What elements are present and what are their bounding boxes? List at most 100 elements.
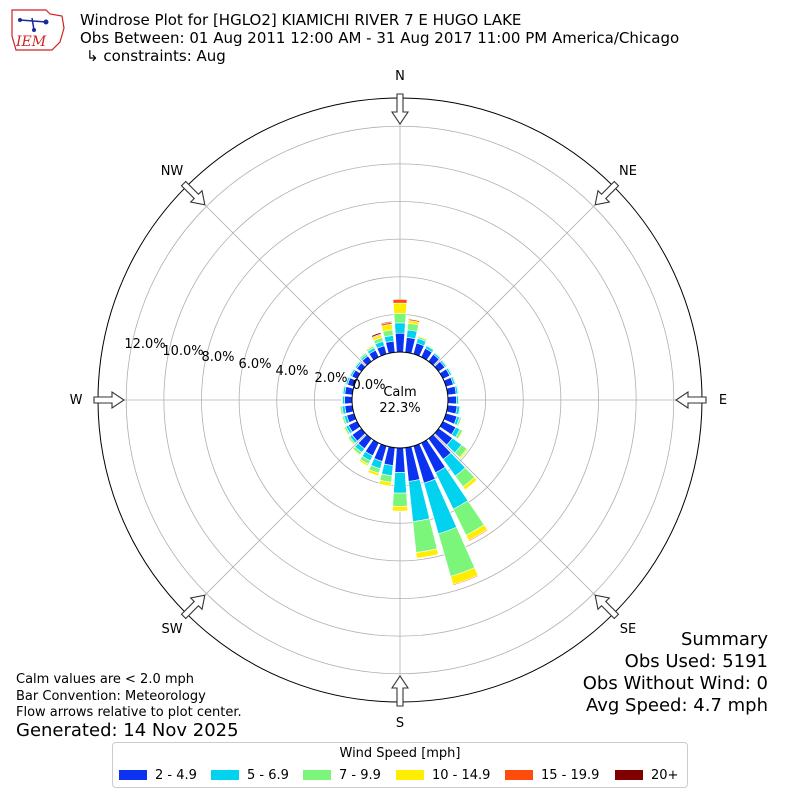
windrose-bar-segment <box>381 463 394 477</box>
legend-swatch <box>615 770 643 780</box>
windrose-bar-segment <box>433 351 442 359</box>
legend-item: 10 - 14.9 <box>396 767 490 783</box>
windrose-bar-segment <box>391 505 409 512</box>
radial-tick-label: 10.0% <box>162 344 203 359</box>
flow-arrow-icon <box>390 675 410 707</box>
windrose-bar-segment <box>440 359 448 367</box>
windrose-bars <box>339 299 489 586</box>
direction-label: SE <box>620 622 636 637</box>
iem-logo: IEM <box>11 9 65 51</box>
generated-date: Generated: 14 Nov 2025 <box>16 720 239 741</box>
legend-item: 20+ <box>615 767 678 783</box>
speed-legend: Wind Speed [mph] 2 - 4.9 5 - 6.9 7 - 9.9… <box>112 742 688 788</box>
direction-label: NW <box>161 164 184 179</box>
windrose-bar-segment <box>371 332 382 338</box>
obs-between: Obs Between: 01 Aug 2011 12:00 AM - 31 A… <box>80 29 680 47</box>
windrose-bar-segment <box>341 395 344 405</box>
flow-arrow-icon <box>675 390 707 410</box>
windrose-bar-segment <box>415 548 439 559</box>
direction-arrows <box>93 93 707 707</box>
flow-arrow-icon <box>594 594 620 620</box>
constraints-label: ↳ constraints: Aug <box>86 47 226 65</box>
legend-swatch <box>119 770 147 780</box>
legend-label: 2 - 4.9 <box>155 767 197 783</box>
grid-ring <box>201 201 599 599</box>
grid-spoke <box>433 433 614 614</box>
direction-label: S <box>396 716 404 731</box>
flow-arrow-icon <box>594 180 620 206</box>
flow-arrow-icon <box>180 594 206 620</box>
calm-circle <box>351 351 449 449</box>
calm-percent: 22.3% <box>379 401 420 416</box>
windrose-bar-segment <box>392 302 408 314</box>
legend-swatch <box>505 770 533 780</box>
windrose-bar-segment <box>393 313 407 324</box>
windrose-bar-segment <box>341 415 348 425</box>
svg-text:IEM: IEM <box>15 34 47 50</box>
windrose-bar-segment <box>412 518 438 553</box>
radial-tick-label: 8.0% <box>201 350 234 365</box>
windrose-bar-segment <box>380 321 393 325</box>
windrose-bar-segment <box>348 368 355 377</box>
windrose-bar-segment <box>342 426 349 436</box>
legend-item: 5 - 6.9 <box>211 767 289 783</box>
windrose-bar-segment <box>344 376 349 385</box>
direction-label: NE <box>619 164 637 179</box>
grid-spoke <box>433 186 614 367</box>
flow-arrows-note: Flow arrows relative to plot center. <box>16 705 242 720</box>
radial-tick-label: 6.0% <box>238 357 271 372</box>
direction-label: SW <box>161 622 182 637</box>
windrose-bar-segment <box>447 395 457 405</box>
windrose-bar-segment <box>394 322 406 334</box>
chart-labels: N NE E SE S SW W NW 0.0% 2.0% 4.0% 6.0% 8.0%10.0%12.… <box>70 69 728 731</box>
windrose-bar-segment <box>392 492 408 507</box>
legend-item: 2 - 4.9 <box>119 767 197 783</box>
legend-label: 5 - 6.9 <box>247 767 289 783</box>
windrose-bar-segment <box>457 395 460 405</box>
windrose-bar-segment <box>426 344 435 351</box>
direction-label: W <box>70 393 83 408</box>
summary-avg-speed: Avg Speed: 4.7 mph <box>586 695 768 716</box>
radial-tick-label: 4.0% <box>275 364 308 379</box>
windrose-bar-segment <box>351 448 361 456</box>
legend-label: 7 - 9.9 <box>339 767 381 783</box>
windrose-bar-segment <box>358 458 370 467</box>
windrose-bar-segment <box>458 417 463 427</box>
direction-label: E <box>719 393 727 408</box>
windrose-bar-segment <box>408 318 421 323</box>
windrose-bar-segment <box>452 574 479 586</box>
windrose-bar-segment <box>394 447 406 473</box>
flow-arrow-icon <box>180 180 206 206</box>
windrose-bar-segment <box>353 360 361 368</box>
bar-convention-note: Bar Convention: Meteorology <box>16 689 206 704</box>
legend-item: 7 - 9.9 <box>303 767 381 783</box>
legend-label: 10 - 14.9 <box>432 767 491 783</box>
windrose-bar-segment <box>452 375 457 385</box>
calm-label: Calm <box>383 385 416 400</box>
legend-item: 15 - 19.9 <box>505 767 599 783</box>
legend-swatch <box>303 770 331 780</box>
windrose-bar-segment <box>417 335 428 341</box>
legend-swatch <box>211 770 239 780</box>
windrose-bar-segment <box>468 529 489 542</box>
windrose-bar-segment <box>365 344 374 351</box>
windrose-bar-segment <box>344 395 353 405</box>
flow-arrow-icon <box>93 390 125 410</box>
windrose-bar-segment <box>464 479 478 491</box>
grid-spoke <box>186 186 367 367</box>
windrose-bar-segment <box>393 471 407 494</box>
legend-label: 20+ <box>651 767 679 783</box>
direction-label: N <box>395 69 405 84</box>
windrose-bar-segment <box>359 352 368 360</box>
legend-title: Wind Speed [mph] <box>339 746 461 761</box>
windrose-bar-segment <box>459 448 469 459</box>
legend-label: 15 - 19.9 <box>541 767 600 783</box>
windrose-bar-segment <box>447 366 453 376</box>
grid-ring <box>276 276 524 524</box>
windrose-bar-segment <box>378 479 392 487</box>
windrose-bar-segment <box>341 385 345 395</box>
summary-title: Summary <box>681 629 768 650</box>
windrose-bar-segment <box>456 385 460 395</box>
windrose-bar-segment <box>347 437 355 446</box>
